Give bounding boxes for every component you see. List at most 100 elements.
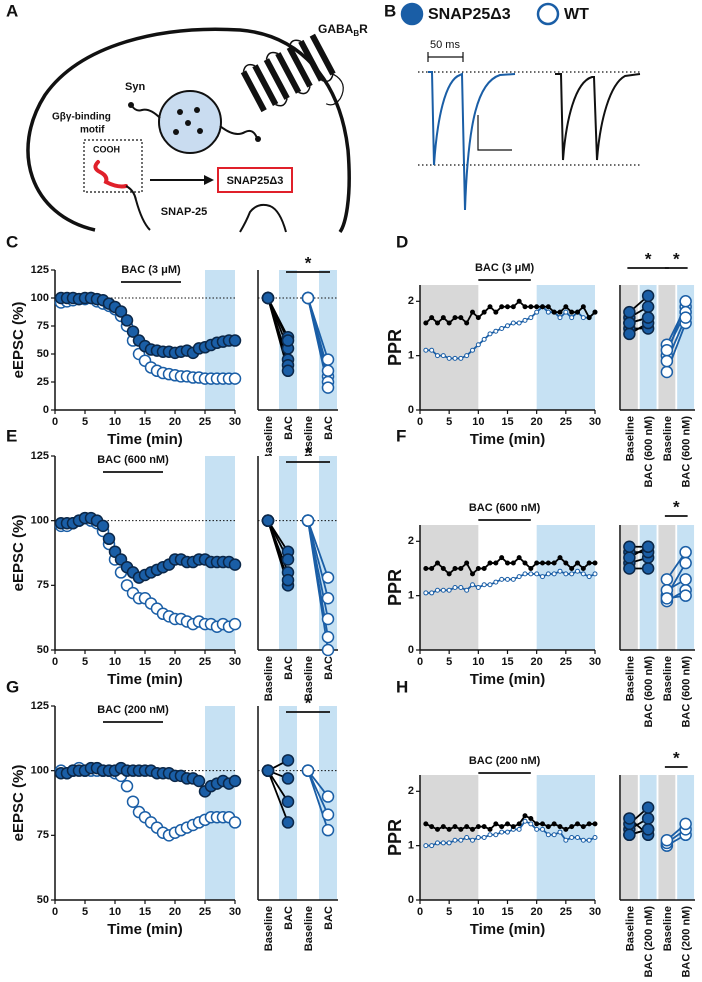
x-tick-label: 25 bbox=[560, 416, 572, 428]
significance-label: * bbox=[305, 443, 312, 462]
category-label: BAC (200 nM) bbox=[643, 906, 655, 978]
syn-end bbox=[255, 136, 261, 142]
point bbox=[551, 832, 557, 838]
y-tick-label: 1 bbox=[408, 350, 414, 362]
column-shading bbox=[620, 285, 638, 410]
point bbox=[440, 353, 446, 359]
receptor-label-sub: B bbox=[353, 29, 359, 38]
point bbox=[281, 573, 295, 587]
category-label: BAC (600 nM) bbox=[681, 656, 693, 728]
point bbox=[228, 372, 242, 385]
point bbox=[464, 560, 470, 566]
point bbox=[623, 327, 636, 341]
point bbox=[660, 833, 674, 847]
annotation-label: BAC (3 μM) bbox=[121, 264, 181, 276]
point bbox=[545, 309, 551, 315]
significance-label: * bbox=[305, 253, 312, 272]
category-label: Baseline bbox=[263, 656, 275, 701]
x-tick-label: 0 bbox=[52, 906, 58, 918]
point bbox=[423, 565, 429, 571]
point bbox=[545, 571, 551, 577]
x-tick-label: 5 bbox=[446, 416, 452, 428]
y-tick-label: 2 bbox=[408, 785, 414, 797]
point bbox=[505, 576, 510, 582]
point bbox=[534, 560, 540, 566]
y-tick-label: 75 bbox=[37, 579, 49, 591]
c-terminus bbox=[93, 160, 128, 189]
point bbox=[435, 560, 440, 566]
point bbox=[575, 560, 580, 566]
point bbox=[423, 590, 429, 596]
point bbox=[464, 835, 470, 840]
point bbox=[429, 565, 435, 571]
point bbox=[321, 612, 335, 626]
legend-marker bbox=[400, 2, 424, 26]
category-label: Baseline bbox=[303, 656, 315, 701]
point bbox=[563, 826, 569, 832]
x-tick-label: 0 bbox=[417, 416, 423, 428]
category-label: Baseline bbox=[624, 906, 636, 951]
trace bbox=[555, 73, 641, 161]
y-axis-title: PPR bbox=[385, 569, 405, 606]
x-tick-label: 5 bbox=[82, 906, 88, 918]
x-tick-label: 15 bbox=[501, 656, 513, 668]
point bbox=[435, 587, 440, 593]
x-tick-label: 30 bbox=[589, 656, 601, 668]
snap25-label: SNAP-25 bbox=[161, 206, 207, 218]
category-label: Baseline bbox=[303, 906, 315, 951]
point bbox=[660, 343, 674, 357]
point bbox=[510, 320, 516, 326]
point bbox=[623, 562, 636, 575]
point bbox=[557, 315, 563, 321]
point bbox=[540, 574, 545, 580]
y-tick-label: 100 bbox=[31, 292, 49, 304]
point bbox=[516, 320, 522, 326]
panel: Baseline BAC Baseline BAC * bbox=[257, 693, 338, 951]
x-axis-title: Time (min) bbox=[470, 671, 546, 688]
pair-line bbox=[267, 770, 289, 823]
point bbox=[641, 823, 655, 836]
point bbox=[301, 291, 315, 305]
point bbox=[580, 304, 586, 310]
point bbox=[592, 835, 598, 840]
panel-letter: H bbox=[396, 677, 408, 696]
panel-letter: A bbox=[6, 1, 18, 20]
point bbox=[321, 592, 335, 605]
point bbox=[641, 540, 655, 553]
point bbox=[446, 355, 452, 361]
x-tick-label: 5 bbox=[446, 656, 452, 668]
annotation-label: BAC (200 nM) bbox=[97, 704, 169, 716]
x-tick-label: 15 bbox=[139, 906, 151, 918]
syn-label: Syn bbox=[125, 81, 145, 93]
point bbox=[481, 309, 487, 315]
point bbox=[528, 571, 534, 577]
annotation-label: BAC (200 nM) bbox=[469, 755, 541, 767]
point bbox=[464, 587, 470, 593]
category-label: BAC bbox=[283, 656, 295, 680]
point bbox=[575, 835, 580, 840]
significance-label: * bbox=[305, 693, 312, 712]
point bbox=[563, 304, 569, 310]
point bbox=[458, 585, 464, 590]
point bbox=[321, 643, 335, 657]
point bbox=[487, 582, 493, 588]
point bbox=[623, 316, 636, 330]
point bbox=[534, 309, 540, 315]
panel: Baseline BAC (200 nM) Baseline BAC (200 nM)… bbox=[619, 748, 695, 978]
category-label: Baseline bbox=[662, 416, 674, 461]
point bbox=[228, 558, 242, 571]
point bbox=[475, 565, 481, 571]
point bbox=[321, 630, 335, 644]
point bbox=[563, 309, 569, 315]
panel: Baseline BAC (600 nM) Baseline BAC (600 nM)… bbox=[619, 249, 695, 488]
point bbox=[540, 560, 545, 566]
category-label: Baseline bbox=[624, 416, 636, 461]
x-tick-label: 10 bbox=[109, 906, 121, 918]
point bbox=[464, 320, 470, 326]
point bbox=[679, 545, 692, 559]
point bbox=[641, 289, 655, 303]
point bbox=[440, 840, 446, 846]
x-tick-label: 20 bbox=[169, 906, 181, 918]
point bbox=[563, 571, 569, 577]
